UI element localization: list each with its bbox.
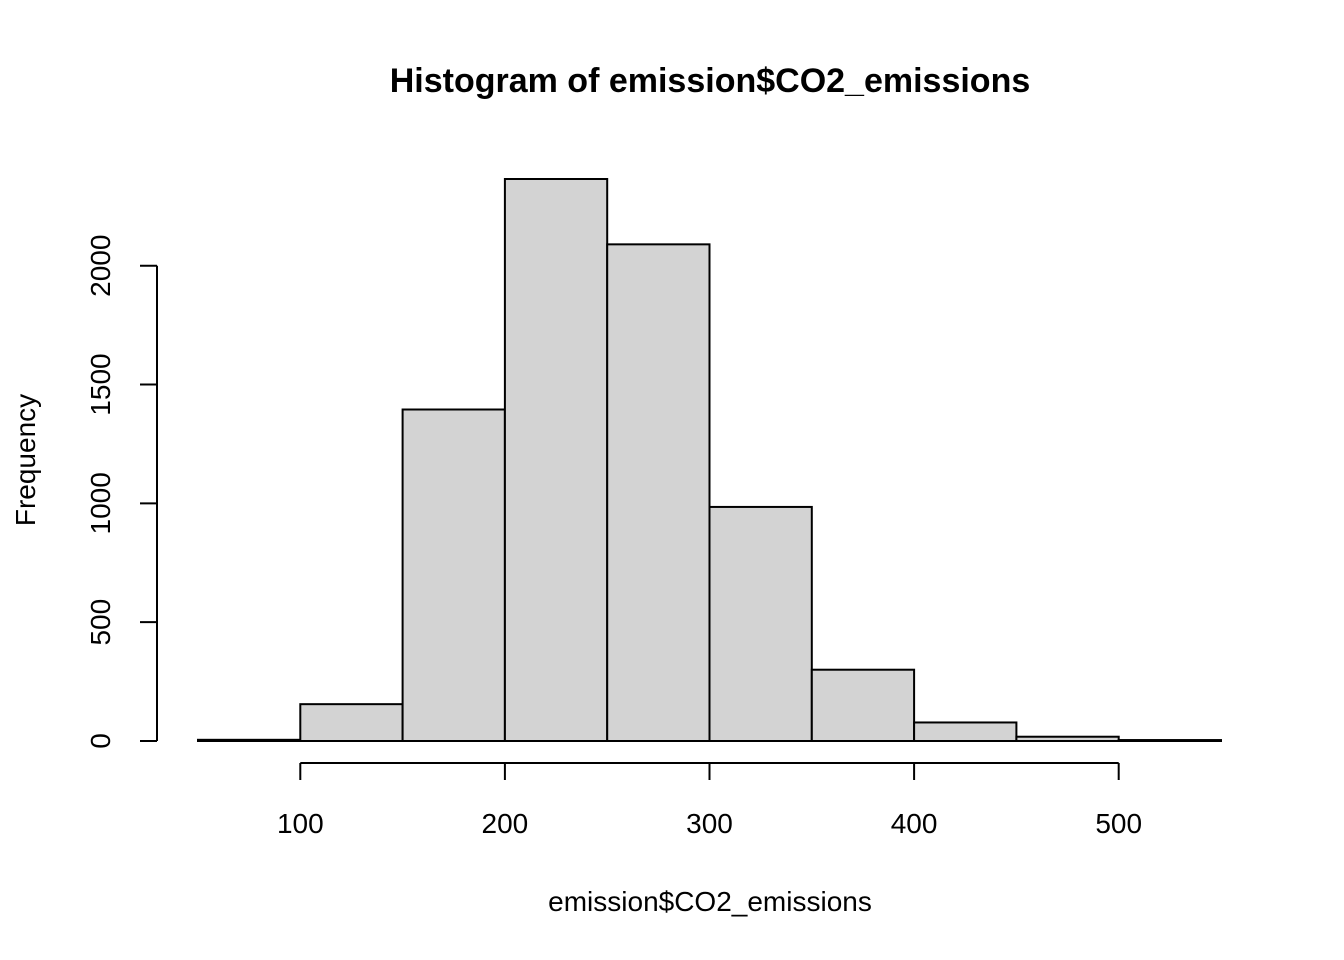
x-axis-label: emission$CO2_emissions — [548, 886, 872, 917]
y-tick-label: 0 — [85, 733, 116, 749]
y-axis-label: Frequency — [10, 394, 41, 526]
x-tick-label: 200 — [482, 808, 529, 839]
x-tick-label: 100 — [277, 808, 324, 839]
histogram-bar-6 — [810, 668, 916, 743]
x-axis: 100 200 300 400 500 — [277, 762, 1142, 839]
histogram-bar-8 — [1015, 735, 1120, 742]
y-tick-label: 1500 — [85, 353, 116, 415]
x-tick-label: 400 — [891, 808, 938, 839]
histogram-bar-1 — [299, 703, 404, 742]
chart-title: Histogram of emission$CO2_emissions — [390, 62, 1031, 100]
y-tick-label: 2000 — [85, 235, 116, 297]
histogram-bar-3 — [503, 178, 609, 742]
histogram-bar-9 — [1117, 739, 1222, 743]
y-axis: 0 500 1000 1500 2000 — [85, 235, 158, 749]
histogram-bar-0 — [197, 738, 302, 742]
y-tick-label: 500 — [85, 599, 116, 646]
histogram-bar-2 — [401, 408, 506, 742]
x-tick-label: 300 — [686, 808, 733, 839]
bars-group — [197, 178, 1222, 743]
histogram-bar-4 — [606, 243, 711, 742]
histogram-bar-7 — [913, 721, 1018, 743]
x-tick-label: 500 — [1095, 808, 1142, 839]
histogram-bar-5 — [708, 505, 813, 742]
y-tick-label: 1000 — [85, 472, 116, 534]
